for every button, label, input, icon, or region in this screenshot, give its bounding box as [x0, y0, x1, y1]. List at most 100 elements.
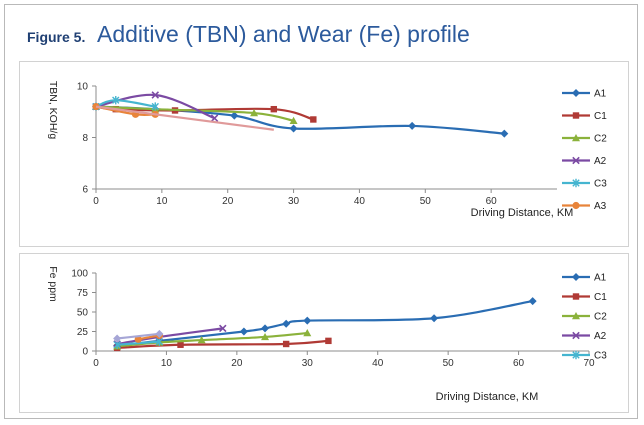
fe-y-tick-label: 100	[71, 269, 88, 280]
tbn-x-tick-label: 60	[486, 196, 498, 207]
fe-x-tick-label: 60	[513, 358, 525, 369]
tbn-series-c2	[92, 102, 298, 124]
fe-legend-marker	[572, 312, 580, 320]
fe-data-point	[303, 316, 312, 325]
fe-legend-item: A1	[562, 273, 607, 284]
tbn-data-point	[112, 95, 120, 105]
fe-series-unlabeled-6	[113, 329, 164, 343]
tbn-legend-item: C1	[562, 111, 607, 122]
fe-legend-label: C2	[594, 312, 607, 323]
tbn-legend-marker	[572, 89, 580, 97]
tbn-legend-label: A2	[594, 156, 607, 167]
fe-legend-item: A2	[562, 331, 607, 342]
fe-legend-marker	[572, 273, 580, 281]
fe-x-tick-label: 40	[372, 358, 384, 369]
tbn-legend-marker	[572, 134, 580, 142]
tbn-y-tick-label: 8	[82, 133, 88, 144]
fe-legend: A1 C1 C2 A2 C3	[562, 273, 607, 362]
fe-plot-area	[113, 297, 537, 352]
tbn-y-axis-label: TBN, KOH/g	[47, 81, 59, 140]
fe-data-point	[155, 329, 164, 338]
tbn-x-tick-label: 20	[222, 196, 234, 207]
fe-legend-marker	[572, 350, 580, 360]
tbn-legend-label: C3	[594, 179, 607, 190]
fe-series-line	[117, 339, 329, 349]
tbn-data-point	[230, 111, 239, 120]
fe-data-point	[325, 337, 332, 345]
fe-data-point	[282, 319, 291, 328]
fe-data-point	[197, 336, 206, 344]
tbn-x-tick-label: 50	[420, 196, 432, 207]
tbn-data-point	[289, 124, 298, 133]
fe-y-tick-label: 50	[77, 308, 89, 319]
fe-data-point	[282, 340, 290, 348]
fe-x-tick-label: 0	[93, 358, 99, 369]
tbn-series-line	[95, 105, 274, 131]
fe-legend-label: A1	[594, 273, 607, 284]
fe-chart-panel: 0 25 50 75 100 0 10 20 30 40 50 60 70 Driving Distanc…	[19, 253, 629, 413]
fe-x-axis-label: Driving Distance, KM	[436, 391, 539, 403]
tbn-legend-label: A3	[594, 201, 607, 212]
fe-y-tick-label: 75	[77, 288, 89, 299]
fe-data-point	[303, 329, 312, 337]
fe-legend-label: A2	[594, 331, 607, 342]
tbn-legend-item: C3	[562, 179, 607, 190]
fe-data-point	[261, 332, 270, 341]
fe-legend-label: C1	[594, 292, 607, 303]
fe-data-point	[219, 324, 227, 333]
tbn-legend-label: A1	[594, 89, 607, 100]
tbn-x-axis-label: Driving Distance, KM	[471, 207, 574, 219]
fe-data-point	[430, 314, 439, 323]
tbn-data-point	[250, 109, 259, 117]
tbn-x-tick-label: 10	[156, 196, 168, 207]
figure-label: Figure 5.	[27, 29, 86, 45]
fe-legend-marker	[572, 293, 580, 300]
fe-data-point	[528, 297, 537, 306]
fe-x-tick-label: 50	[443, 358, 455, 369]
tbn-data-point	[500, 129, 509, 138]
fe-series-line	[117, 299, 533, 347]
fe-chart: 0 25 50 75 100 0 10 20 30 40 50 60 70 Driving Distanc…	[47, 266, 607, 403]
fe-y-tick-label: 0	[82, 347, 88, 358]
tbn-chart-panel: 6 8 10 0 10 20 30 40 50 60 Driving Distance, KM TBN…	[19, 61, 629, 247]
fe-axes: 0 25 50 75 100 0 10 20 30 40 50 60 70 Driving Distanc…	[47, 266, 595, 403]
tbn-legend-item: A2	[562, 156, 607, 167]
fe-x-tick-label: 30	[302, 358, 314, 369]
fe-series-a1	[113, 297, 537, 350]
tbn-data-point	[289, 116, 298, 124]
tbn-legend-marker	[572, 201, 580, 210]
tbn-legend-item: C2	[562, 134, 607, 145]
fe-data-point	[239, 327, 248, 336]
fe-legend-item: C2	[562, 312, 607, 323]
tbn-x-tick-label: 0	[93, 196, 99, 207]
tbn-legend-marker	[572, 156, 580, 165]
figure-title: Additive (TBN) and Wear (Fe) profile	[97, 21, 470, 47]
fe-x-tick-label: 10	[161, 358, 173, 369]
fe-legend-item: C1	[562, 292, 607, 303]
tbn-y-tick-label: 10	[77, 82, 89, 93]
tbn-data-point	[151, 91, 160, 99]
fe-x-tick-label: 20	[231, 358, 243, 369]
tbn-data-point	[408, 121, 417, 130]
tbn-legend-marker	[572, 178, 580, 188]
tbn-data-point	[210, 114, 219, 122]
tbn-series-line	[95, 99, 156, 108]
tbn-y-tick-label: 6	[82, 185, 88, 196]
fe-y-axis-label: Fe ppm	[47, 266, 59, 302]
tbn-series-line	[95, 105, 294, 122]
tbn-series-unlabeled-6	[95, 105, 274, 131]
tbn-legend-label: C2	[594, 134, 607, 145]
tbn-data-point	[151, 102, 159, 111]
fe-data-point	[261, 324, 270, 333]
fe-series-line	[117, 340, 160, 346]
fe-data-point	[113, 334, 122, 343]
tbn-data-point	[310, 116, 317, 123]
figure-frame: Figure 5. Additive (TBN) and Wear (Fe) p…	[4, 4, 638, 419]
fe-legend-label: C3	[594, 351, 607, 362]
tbn-data-point	[270, 105, 278, 113]
tbn-legend-item: A1	[562, 89, 607, 100]
fe-legend-item: C3	[562, 351, 607, 362]
fe-data-point	[177, 341, 184, 348]
